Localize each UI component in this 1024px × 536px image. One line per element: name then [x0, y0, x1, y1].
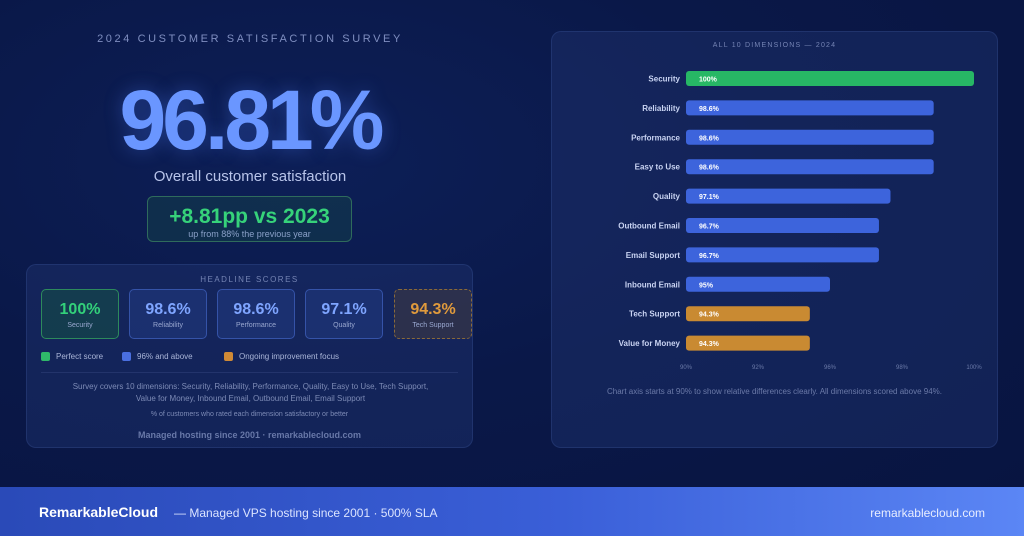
bar-security: [686, 71, 974, 86]
overall-satisfaction-caption: Overall customer satisfaction: [153, 168, 347, 185]
footer-tagline: — Managed VPS hosting since 2001 · 500% …: [174, 506, 438, 520]
score-value: 98.6%: [145, 301, 191, 318]
x-tick-label: 100%: [966, 365, 982, 371]
score-value: 97.1%: [321, 301, 367, 318]
bar-tech-support: [686, 306, 810, 322]
legend-swatch: [122, 352, 131, 361]
bar-value-label: 98.6%: [699, 165, 720, 172]
score-card-quality: 97.1% Quality: [305, 289, 383, 339]
score-label: Tech Support: [412, 322, 454, 329]
bar-outbound-email: [686, 218, 879, 233]
legend-swatch: [224, 352, 233, 361]
score-label: Performance: [235, 322, 277, 329]
category-label: Easy to Use: [635, 163, 681, 172]
category-label: Performance: [631, 133, 680, 142]
footer-bar: RemarkableCloud — Managed VPS hosting si…: [0, 487, 1024, 536]
category-label: Tech Support: [629, 310, 680, 319]
bar-value-for-money: [686, 335, 810, 351]
score-value: 94.3%: [410, 301, 456, 318]
category-label: Value for Money: [619, 339, 681, 348]
bar-reliability: [686, 100, 934, 116]
bar-inbound-email: [686, 276, 830, 292]
x-tick-label: 96%: [824, 365, 837, 371]
dimensions-bar-chart: Security 100% Reliability 98.6% Performance 9…: [618, 71, 982, 371]
survey-coverage-note: Survey covers 10 dimensions: Security, R…: [72, 382, 429, 403]
panel-brand-line: Managed hosting since 2001 · remarkablec…: [137, 430, 362, 440]
x-tick-label: 90%: [680, 365, 693, 371]
dimensions-chart-panel: ALL 10 DIMENSIONS — 2024 Security 100% Rel…: [551, 31, 998, 448]
score-value: 98.6%: [233, 301, 279, 318]
category-label: Outbound Email: [618, 222, 680, 231]
chart-title: ALL 10 DIMENSIONS — 2024: [712, 42, 837, 49]
headline-scores-panel: HEADLINE SCORES 100% Security 98.6% Reli…: [26, 264, 473, 448]
year-over-year-delta: +8.81pp vs 2023 up from 88% the previous…: [147, 196, 352, 242]
bar-performance: [686, 129, 934, 145]
score-card-security: 100% Security: [41, 289, 119, 339]
legend-item-improvement: Ongoing improvement focus: [224, 352, 339, 361]
category-label: Inbound Email: [625, 280, 680, 289]
panel-heading: HEADLINE SCORES: [200, 275, 299, 284]
panel-divider: [41, 372, 458, 373]
overall-satisfaction-value: 96.81%: [119, 73, 385, 167]
bar-value-label: 96.7%: [699, 253, 720, 260]
bar-value-label: 94.3%: [699, 312, 720, 319]
bar-value-label: 94.3%: [699, 341, 720, 348]
bar-value-label: 98.6%: [699, 106, 720, 113]
bar-value-label: 98.6%: [699, 135, 720, 142]
category-label: Quality: [653, 192, 681, 201]
bar-value-label: 95%: [699, 282, 714, 289]
x-tick-label: 92%: [752, 365, 765, 371]
x-tick-label: 98%: [896, 365, 909, 371]
legend-item-above-96: 96% and above: [122, 352, 193, 361]
bar-quality: [686, 188, 891, 204]
category-label: Email Support: [626, 251, 681, 260]
delta-subtext: up from 88% the previous year: [188, 229, 311, 239]
legend-label: Perfect score: [56, 352, 104, 361]
footer-brand: RemarkableCloud: [39, 504, 159, 520]
score-label: Security: [67, 322, 93, 329]
metric-definition-note: % of customers who rated each dimension …: [150, 411, 349, 418]
legend-label: 96% and above: [137, 352, 193, 361]
bar-value-label: 100%: [699, 77, 718, 84]
legend-swatch: [41, 352, 50, 361]
survey-title: 2024 CUSTOMER SATISFACTION SURVEY: [97, 33, 403, 45]
legend-label: Ongoing improvement focus: [239, 352, 340, 361]
footer-url-link[interactable]: remarkablecloud.com: [870, 506, 985, 520]
score-card-reliability: 98.6% Reliability: [129, 289, 207, 339]
score-label: Quality: [333, 322, 355, 329]
score-value: 100%: [59, 301, 101, 318]
legend-item-perfect: Perfect score: [41, 352, 103, 361]
bar-value-label: 97.1%: [699, 194, 720, 201]
chart-footnote: Chart axis starts at 90% to show relativ…: [607, 387, 942, 396]
delta-value: +8.81pp vs 2023: [169, 205, 330, 228]
bar-easy-to-use: [686, 159, 934, 175]
score-label: Reliability: [153, 322, 183, 329]
score-card-tech-support: 94.3% Tech Support: [394, 289, 472, 339]
category-label: Reliability: [642, 104, 680, 113]
bar-email-support: [686, 247, 879, 263]
score-card-performance: 98.6% Performance: [217, 289, 295, 339]
bar-value-label: 96.7%: [699, 224, 720, 231]
category-label: Security: [648, 75, 680, 84]
